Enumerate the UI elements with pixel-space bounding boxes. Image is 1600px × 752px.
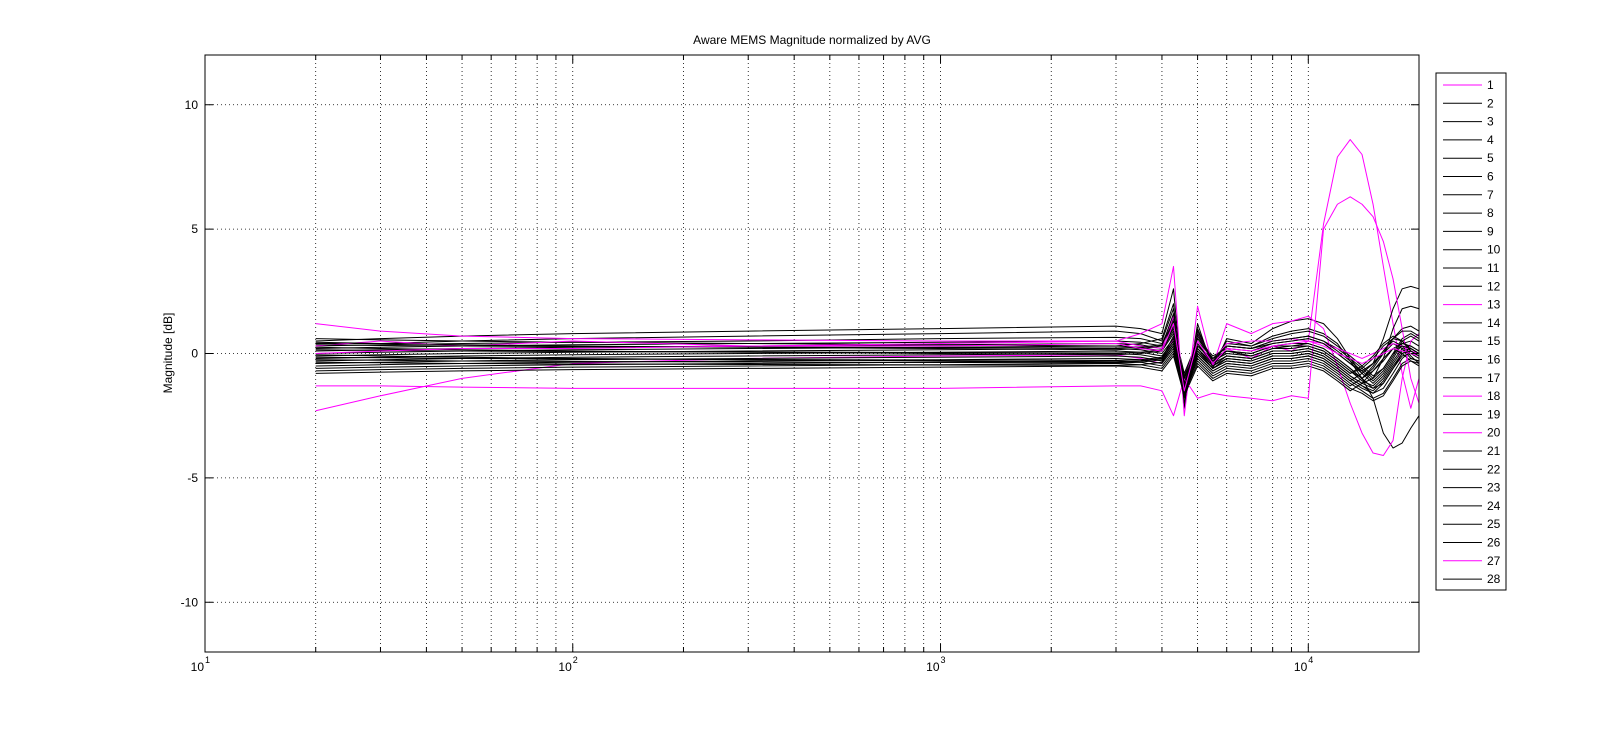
x-tick-label-exp: 3 [941, 655, 946, 665]
legend-item: 6 [1443, 170, 1494, 184]
legend-label: 11 [1487, 261, 1500, 275]
legend-item: 1 [1443, 78, 1494, 92]
legend-item: 12 [1443, 279, 1501, 293]
x-tick-label: 10 3 [926, 655, 945, 674]
legend-label: 14 [1487, 316, 1501, 330]
x-tick-label-exp: 1 [205, 655, 210, 665]
x-tick-label: 10 1 [191, 655, 210, 674]
series-line-15 [315, 353, 1420, 402]
series-lines [315, 139, 1420, 456]
x-tick-label-base: 10 [1294, 660, 1308, 674]
legend-item: 11 [1443, 261, 1500, 275]
y-axis-label: Magnitude [dB] [161, 313, 175, 394]
y-tick-label: -10 [181, 595, 199, 609]
legend-label: 7 [1487, 188, 1494, 202]
series-line-17 [315, 303, 1420, 404]
legend-item: 25 [1443, 517, 1501, 531]
legend-item: 8 [1443, 206, 1494, 220]
legend-item: 24 [1443, 499, 1501, 513]
series-line-23 [315, 330, 1420, 379]
legend-item: 15 [1443, 334, 1501, 348]
legend-label: 2 [1487, 96, 1494, 110]
legend-label: 10 [1487, 243, 1501, 257]
legend-label: 5 [1487, 151, 1494, 165]
legend-label: 28 [1487, 572, 1501, 586]
legend-label: 21 [1487, 444, 1501, 458]
legend-label: 17 [1487, 371, 1501, 385]
legend-item: 16 [1443, 353, 1501, 367]
legend-item: 22 [1443, 462, 1501, 476]
x-tick-label: 10 4 [1294, 655, 1313, 674]
legend: 1234567891011121314151617181920212223242… [1435, 72, 1507, 591]
legend-item: 2 [1443, 96, 1494, 110]
legend-item: 7 [1443, 188, 1494, 202]
series-line-16 [315, 348, 1420, 397]
legend-label: 16 [1487, 353, 1501, 367]
x-tick-label-base: 10 [191, 660, 205, 674]
series-line-24 [315, 340, 1420, 394]
series-line-20 [315, 196, 1420, 417]
x-tick-label: 10 2 [558, 655, 577, 674]
legend-label: 23 [1487, 481, 1501, 495]
legend-item: 14 [1443, 316, 1501, 330]
x-tick-label-exp: 2 [573, 655, 578, 665]
legend-label: 6 [1487, 170, 1494, 184]
legend-item: 13 [1443, 298, 1501, 312]
x-tick-label-base: 10 [558, 660, 572, 674]
legend-item: 23 [1443, 481, 1501, 495]
chart-title: Aware MEMS Magnitude normalized by AVG [693, 33, 931, 47]
legend-label: 22 [1487, 462, 1501, 476]
legend-label: 15 [1487, 334, 1501, 348]
series-line-26 [315, 345, 1420, 399]
legend-label: 25 [1487, 517, 1501, 531]
legend-label: 8 [1487, 206, 1494, 220]
y-tick-label: 0 [191, 347, 198, 361]
legend-item: 27 [1443, 554, 1501, 568]
legend-label: 3 [1487, 115, 1494, 129]
legend-item: 5 [1443, 151, 1494, 165]
legend-item: 17 [1443, 371, 1501, 385]
series-line-3 [315, 308, 1420, 449]
legend-label: 9 [1487, 224, 1494, 238]
legend-item: 21 [1443, 444, 1501, 458]
series-line-13 [315, 265, 1420, 456]
legend-label: 18 [1487, 389, 1501, 403]
series-line-28 [315, 343, 1420, 397]
legend-label: 27 [1487, 554, 1501, 568]
legend-label: 19 [1487, 407, 1501, 421]
series-line-18 [315, 315, 1420, 384]
legend-label: 13 [1487, 298, 1501, 312]
legend-item: 4 [1443, 133, 1494, 147]
legend-label: 4 [1487, 133, 1494, 147]
x-tick-label-base: 10 [926, 660, 940, 674]
y-tick-label: 10 [185, 98, 199, 112]
legend-item: 3 [1443, 115, 1494, 129]
series-line-27 [315, 323, 1420, 392]
legend-item: 18 [1443, 389, 1501, 403]
legend-box [1435, 72, 1507, 591]
y-tick-label: 5 [191, 222, 198, 236]
legend-item: 20 [1443, 426, 1501, 440]
series-line-19 [315, 325, 1420, 389]
series-line-25 [315, 320, 1420, 384]
legend-item: 9 [1443, 224, 1494, 238]
legend-label: 24 [1487, 499, 1501, 513]
legend-item: 19 [1443, 407, 1501, 421]
legend-label: 26 [1487, 536, 1501, 550]
legend-label: 12 [1487, 279, 1501, 293]
y-tick-label: -5 [187, 471, 198, 485]
x-tick-label-exp: 4 [1308, 655, 1313, 665]
legend-label: 1 [1487, 78, 1494, 92]
legend-item: 28 [1443, 572, 1501, 586]
legend-item: 26 [1443, 536, 1501, 550]
legend-item: 10 [1443, 243, 1501, 257]
legend-label: 20 [1487, 426, 1501, 440]
series-line-14 [315, 340, 1420, 392]
series-line-21 [315, 335, 1420, 389]
